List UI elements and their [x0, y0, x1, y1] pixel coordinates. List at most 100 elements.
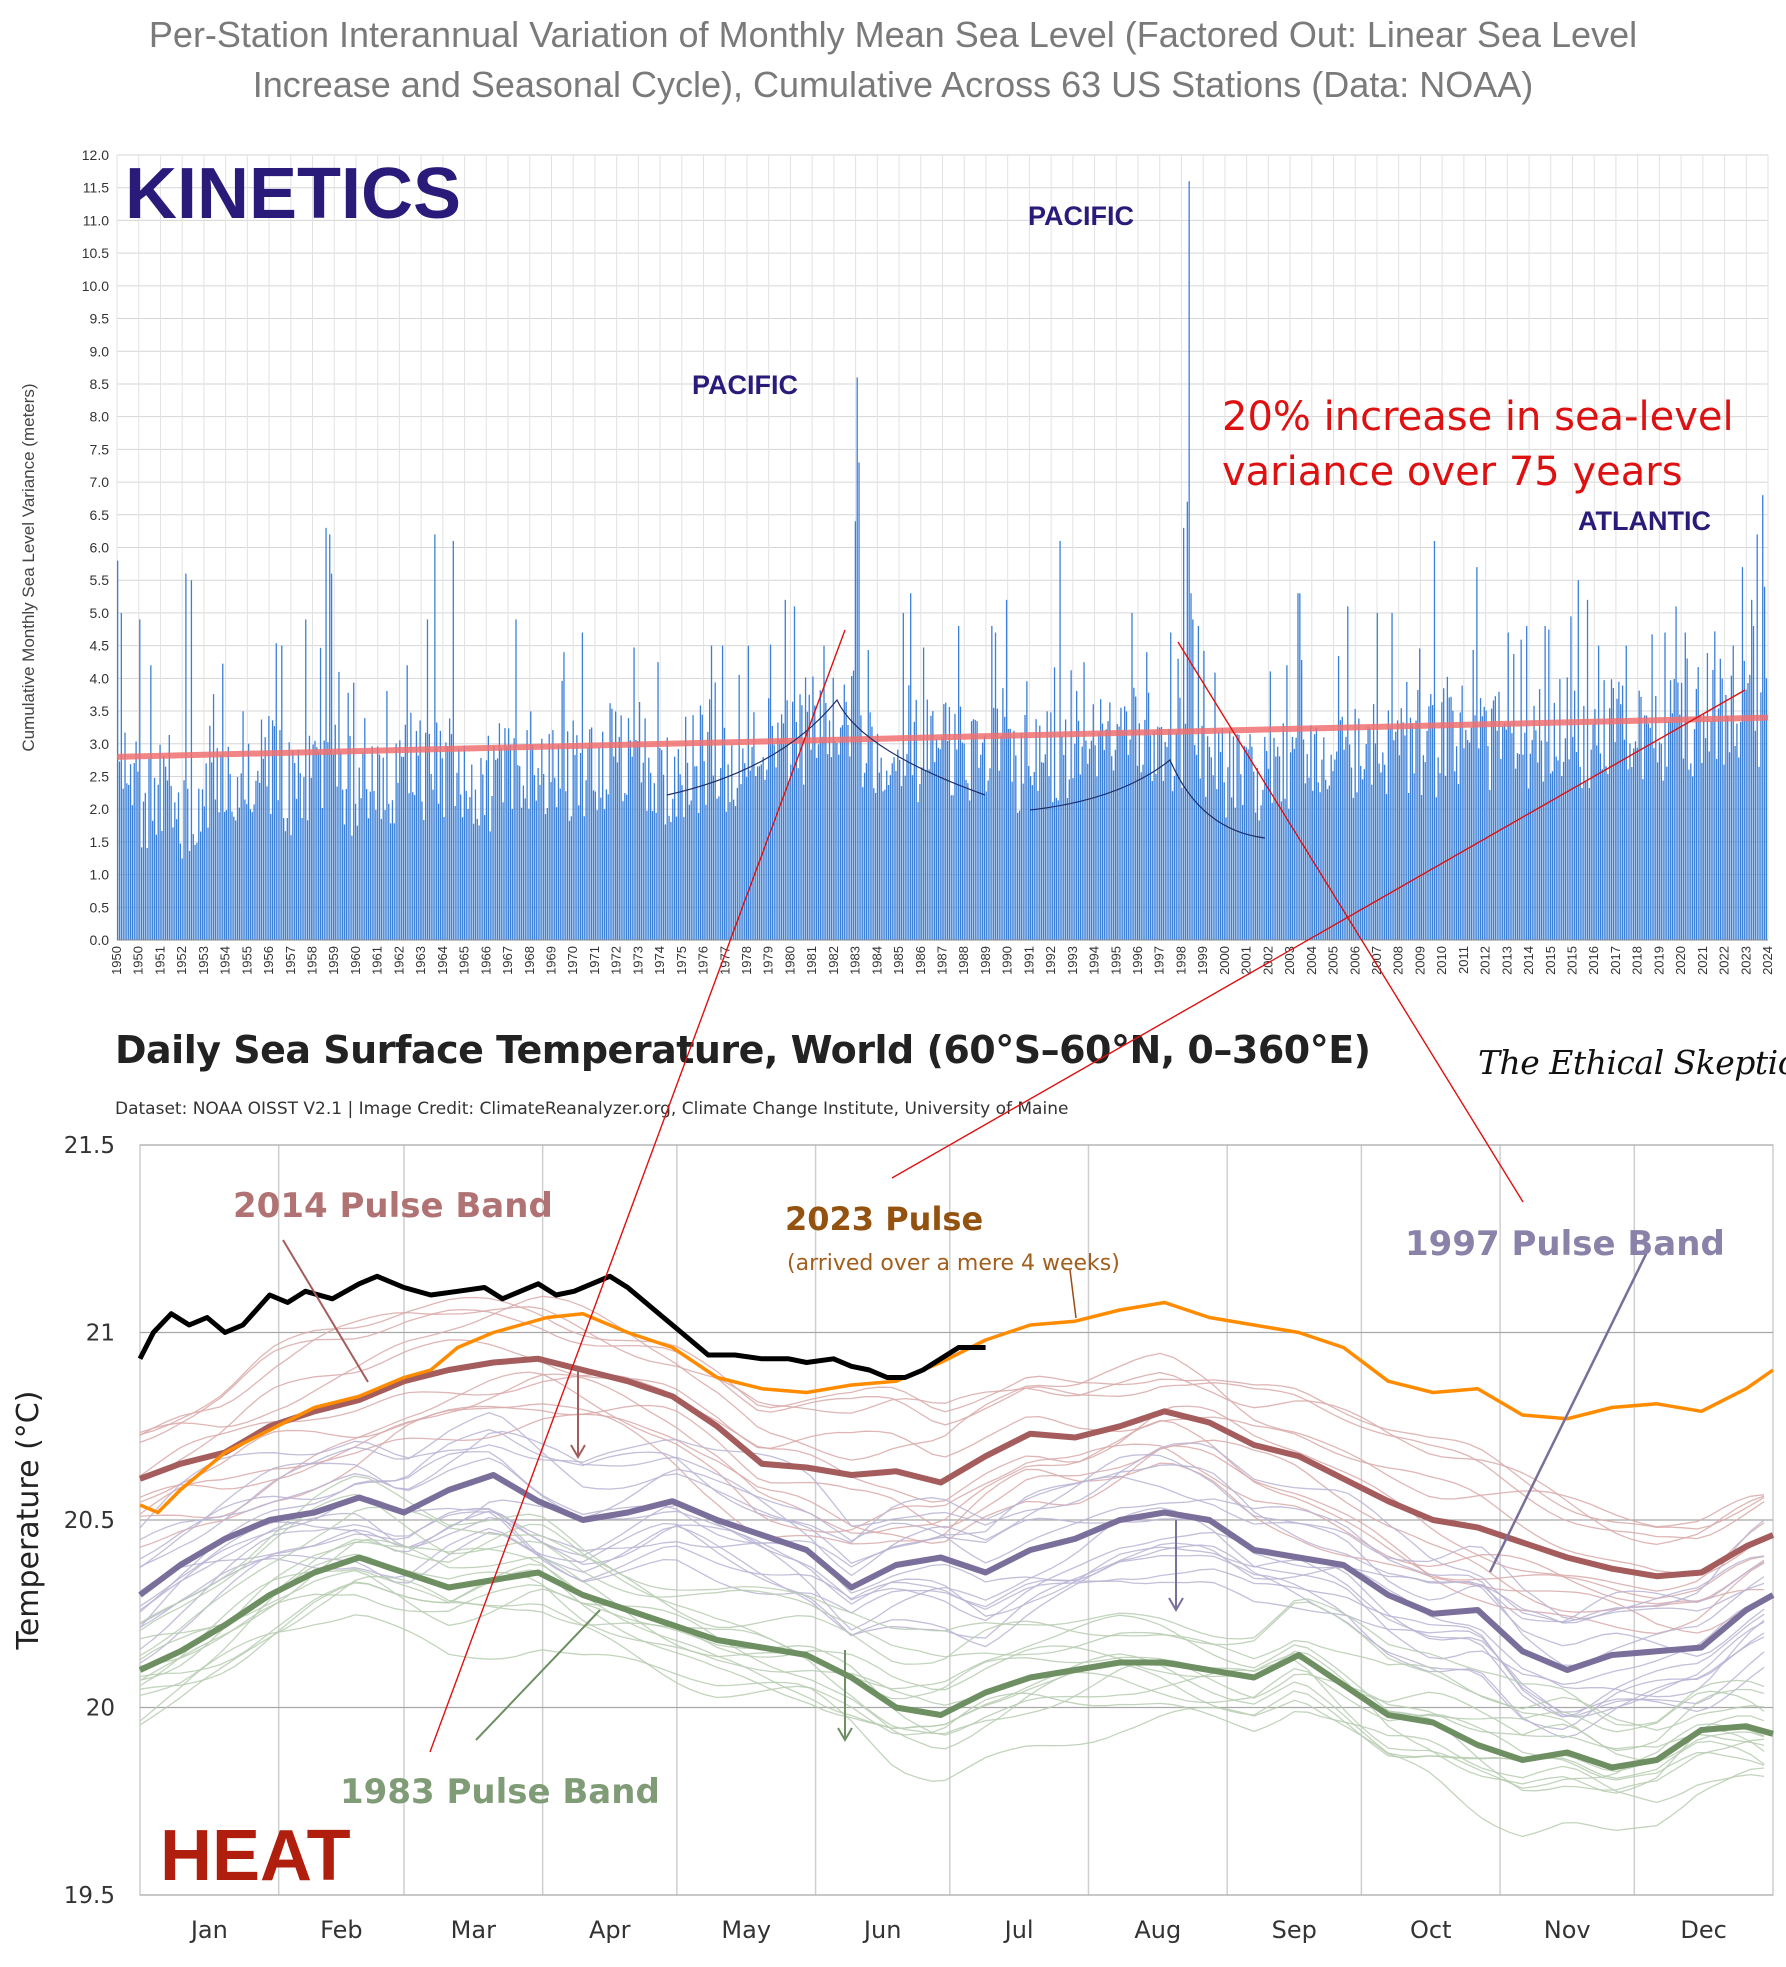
- background-year-line: [139, 1450, 1765, 1657]
- trend-line: [116, 714, 1769, 760]
- bar: [159, 744, 161, 940]
- bar: [391, 800, 394, 940]
- bar: [646, 810, 648, 940]
- bar: [517, 765, 519, 940]
- y-tick-label: 10.5: [82, 245, 109, 261]
- x-tick-label: 1980: [782, 946, 797, 975]
- background-year-line: [139, 1413, 1765, 1635]
- bar: [152, 820, 154, 940]
- bar: [493, 745, 495, 940]
- bar: [380, 818, 383, 940]
- background-year-line: [139, 1504, 1765, 1718]
- bar: [585, 780, 587, 940]
- bar: [1127, 754, 1129, 940]
- bar: [1577, 580, 1579, 940]
- bar: [447, 746, 449, 940]
- bar: [1347, 606, 1349, 940]
- bar: [627, 718, 630, 940]
- y-tick-label: 8.5: [90, 376, 110, 392]
- bar: [692, 715, 694, 940]
- bar: [266, 786, 268, 940]
- bar: [1181, 787, 1183, 940]
- bar: [205, 763, 207, 940]
- bar: [1267, 768, 1270, 940]
- bar: [605, 789, 608, 940]
- bar: [491, 796, 493, 940]
- bar: [1063, 754, 1065, 940]
- bar: [1745, 689, 1747, 940]
- bar: [756, 766, 759, 940]
- bar: [1339, 720, 1342, 940]
- x-tick-label: 1986: [913, 946, 928, 975]
- series-line: [139, 1300, 1775, 1515]
- bar: [1468, 742, 1471, 940]
- bar: [924, 770, 927, 940]
- bar: [1573, 690, 1576, 940]
- bar: [1076, 690, 1078, 940]
- bar: [1304, 783, 1307, 940]
- bar: [389, 823, 392, 940]
- bar: [594, 791, 596, 940]
- bar: [1400, 708, 1402, 940]
- bar: [1609, 708, 1611, 940]
- bar: [1763, 586, 1766, 940]
- bar: [196, 842, 198, 940]
- bar: [1299, 593, 1301, 940]
- month-label: Apr: [589, 1916, 631, 1944]
- bar: [1015, 755, 1017, 940]
- bar: [1680, 682, 1683, 940]
- x-tick-label: 1953: [196, 946, 211, 975]
- bar: [1242, 804, 1244, 940]
- bar: [672, 798, 674, 940]
- bar: [419, 720, 421, 940]
- bar: [236, 777, 239, 940]
- bar: [836, 743, 838, 940]
- bar: [1238, 734, 1240, 940]
- x-tick-label: 1979: [761, 946, 776, 975]
- bar: [1369, 728, 1371, 940]
- bar: [889, 775, 892, 940]
- bar: [603, 809, 606, 940]
- kinetics-label: KINETICS: [125, 154, 461, 234]
- sst-dataset-credit: Dataset: NOAA OISST V2.1 | Image Credit:…: [115, 1099, 1069, 1119]
- bar: [183, 780, 185, 940]
- y-tick-label: 4.5: [90, 638, 110, 654]
- bar: [1507, 632, 1509, 940]
- bar: [675, 816, 678, 940]
- bar: [845, 701, 847, 940]
- bar: [207, 827, 209, 940]
- bar: [1170, 632, 1172, 940]
- bar: [1679, 714, 1681, 940]
- bar: [1542, 781, 1544, 940]
- bar: [1227, 767, 1229, 940]
- bar: [531, 745, 534, 940]
- bar: [583, 816, 585, 940]
- bar: [965, 779, 967, 940]
- bar: [1424, 762, 1426, 940]
- bar: [1024, 714, 1026, 940]
- bar: [413, 794, 416, 940]
- bar: [504, 728, 506, 940]
- bar: [1664, 632, 1666, 940]
- bar: [310, 777, 312, 940]
- bar: [212, 694, 215, 940]
- bar: [1732, 645, 1734, 940]
- bar: [122, 788, 124, 940]
- bar: [1085, 740, 1087, 940]
- bar: [426, 619, 429, 940]
- bar: [893, 757, 895, 940]
- bar: [1358, 718, 1360, 940]
- bar: [1122, 731, 1124, 940]
- label-pointer: [1069, 1269, 1077, 1319]
- bar: [897, 749, 899, 940]
- bar: [1459, 712, 1461, 940]
- bar: [1077, 720, 1080, 940]
- bar: [157, 784, 159, 940]
- bar: [922, 647, 925, 940]
- bar: [1695, 688, 1697, 940]
- bar: [943, 704, 945, 940]
- bar: [1282, 723, 1284, 940]
- bar: [1592, 724, 1594, 940]
- bar: [653, 783, 655, 940]
- bar: [554, 777, 556, 940]
